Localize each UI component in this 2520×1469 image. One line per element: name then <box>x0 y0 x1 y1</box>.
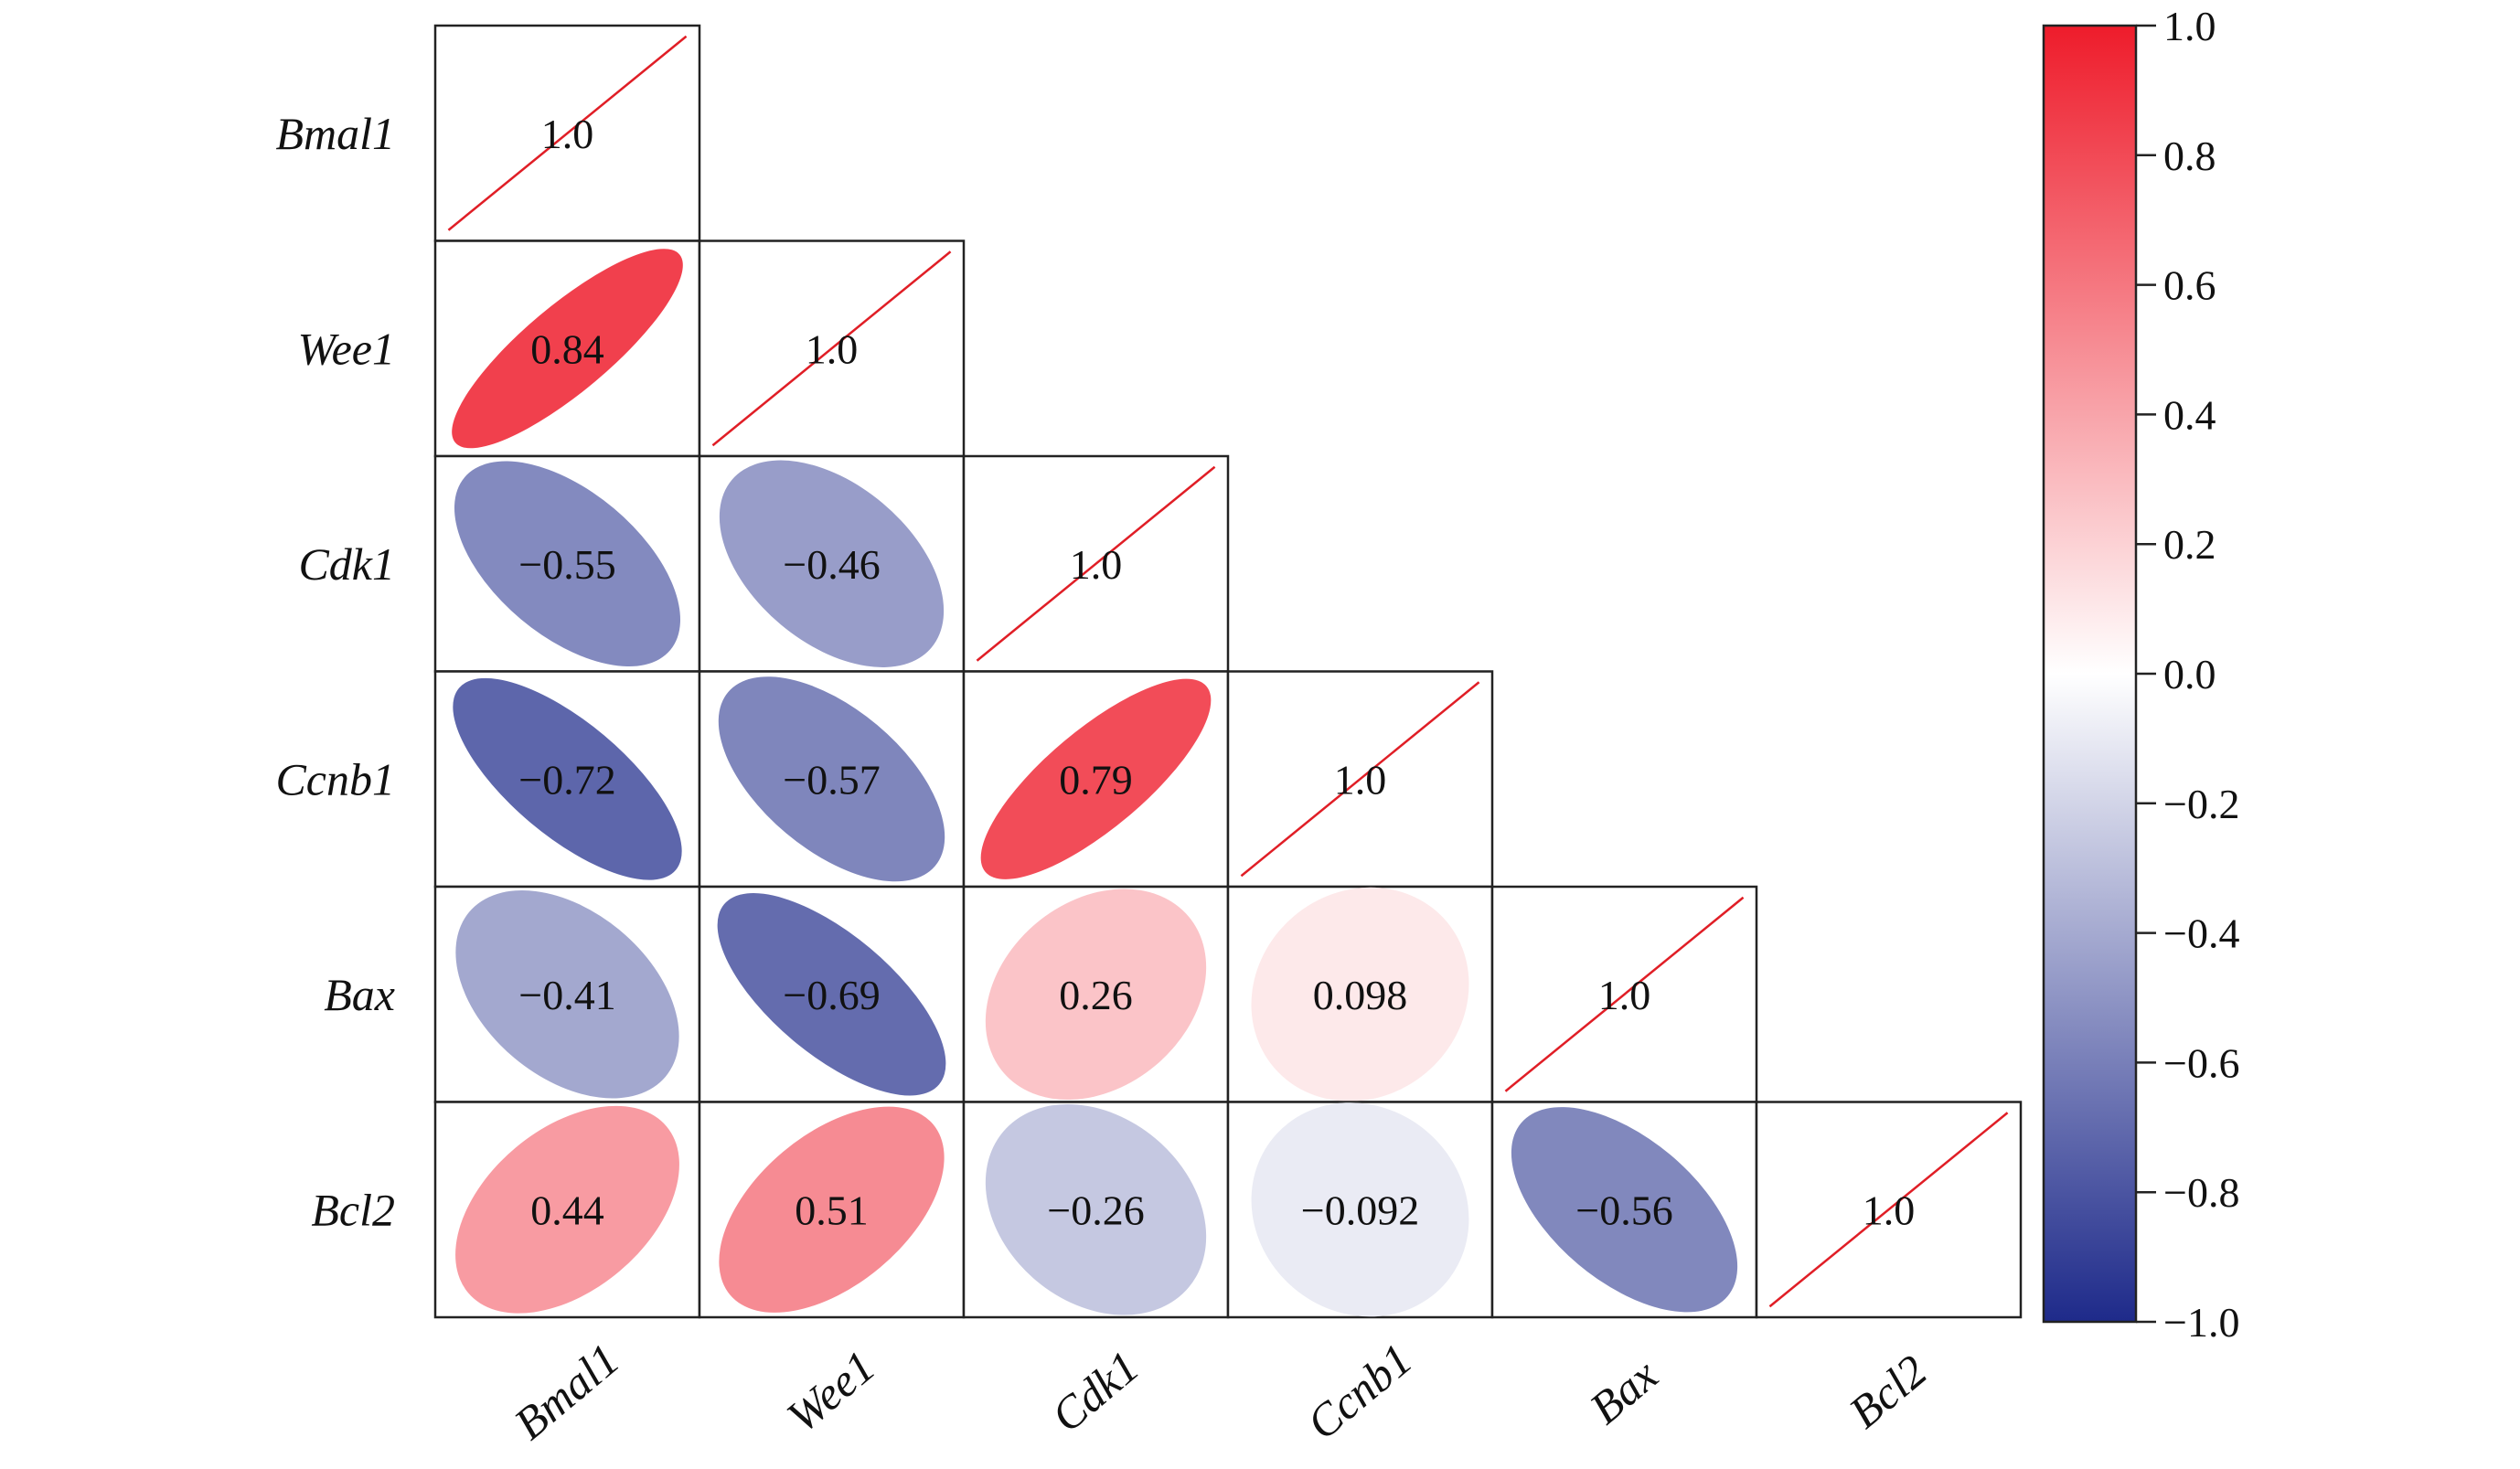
cell-Bax-Cdk1: 0.26 <box>962 885 1230 1103</box>
colorbar-tick-label: 1.0 <box>2163 3 2216 49</box>
correlation-ellipse <box>719 460 945 667</box>
correlation-ellipse <box>980 678 1212 879</box>
cell-Bax-Ccnb1: 0.098 <box>1226 885 1494 1103</box>
row-labels: Bmal1 Wee1 Cdk1 Ccnb1 Bax Bcl2 <box>275 108 395 1236</box>
correlation-value: −0.41 <box>518 972 615 1018</box>
colorbar-ticks: 1.0 0.8 0.6 0.4 0.2 0.0 −0.2 −0.4 −0.6 −0.8 −1.0 <box>2136 3 2239 1346</box>
correlation-matrix: 1.0 0.84 1.0 −0.55 −0.46 1.0 −0.72 −0.57 0.79 1.0… <box>433 24 2023 1319</box>
correlation-ellipse <box>454 461 681 666</box>
correlation-ellipse <box>718 676 945 882</box>
colorbar-gradient <box>2042 24 2138 1324</box>
colorbar-tick-label: 0.0 <box>2163 651 2216 697</box>
diagonal-line <box>1768 1112 2009 1308</box>
correlation-value: −0.56 <box>1575 1187 1672 1233</box>
cell-Wee1-Wee1: 1.0 <box>698 240 966 458</box>
correlation-value: 0.26 <box>1059 972 1133 1018</box>
row-label: Ccnb1 <box>275 753 395 804</box>
correlation-ellipse <box>1251 1102 1469 1317</box>
cell-Bcl2-Bax: −0.56 <box>1490 1101 1758 1319</box>
cell-Bax-Bmal1: −0.41 <box>433 885 701 1103</box>
cell-Ccnb1-Wee1: −0.57 <box>698 670 966 889</box>
correlation-ellipse <box>985 889 1207 1101</box>
correlation-value: 1.0 <box>1070 541 1123 588</box>
correlation-value: 1.0 <box>1863 1187 1916 1233</box>
correlation-value: 0.51 <box>795 1187 869 1233</box>
correlation-value: 0.098 <box>1313 972 1408 1018</box>
correlation-value: −0.72 <box>518 756 615 803</box>
correlation-value: 1.0 <box>806 325 859 372</box>
cell-Ccnb1-Ccnb1: 1.0 <box>1226 670 1494 889</box>
colorbar-tick-label: 0.8 <box>2163 133 2216 179</box>
correlation-ellipse <box>455 1105 679 1314</box>
column-label: Bmal1 <box>505 1334 629 1450</box>
correlation-value: −0.26 <box>1047 1187 1144 1233</box>
correlation-value: −0.55 <box>518 541 615 588</box>
diagonal-line <box>447 35 688 231</box>
cell-Bcl2-Cdk1: −0.26 <box>962 1101 1230 1319</box>
correlation-value: 0.84 <box>530 325 604 372</box>
diagonal-line <box>711 250 952 447</box>
colorbar-tick-label: −0.8 <box>2163 1169 2239 1216</box>
correlation-ellipse <box>1511 1107 1738 1313</box>
correlation-ellipse <box>719 1106 945 1313</box>
cell-Ccnb1-Bmal1: −0.72 <box>433 670 701 889</box>
colorbar-tick-label: 0.4 <box>2163 391 2216 438</box>
diagonal-line <box>1504 896 1745 1092</box>
correlation-value: 1.0 <box>1598 972 1651 1018</box>
correlation-value: −0.69 <box>783 972 880 1018</box>
cell-Bax-Bax: 1.0 <box>1490 885 1758 1103</box>
colorbar-tick-label: 0.6 <box>2163 262 2216 309</box>
row-label: Cdk1 <box>298 538 395 590</box>
column-label: Wee1 <box>777 1340 885 1442</box>
cell-Ccnb1-Cdk1: 0.79 <box>962 670 1230 889</box>
correlation-value: 1.0 <box>1334 756 1387 803</box>
diagonal-line <box>1240 681 1480 878</box>
correlation-ellipse <box>453 677 682 880</box>
row-label: Bcl2 <box>311 1184 395 1235</box>
colorbar-tick-label: −0.4 <box>2163 910 2239 957</box>
colorbar-tick-label: −0.2 <box>2163 781 2239 827</box>
cell-Bcl2-Wee1: 0.51 <box>698 1101 966 1319</box>
column-labels: Bmal1 Wee1 Cdk1 Ccnb1 Bax Bcl2 <box>505 1334 1937 1450</box>
correlation-value: 0.44 <box>530 1187 604 1233</box>
correlation-value: −0.46 <box>783 541 880 588</box>
cell-Cdk1-Bmal1: −0.55 <box>433 454 701 673</box>
diagonal-line <box>976 465 1216 662</box>
correlation-value: −0.092 <box>1301 1187 1419 1233</box>
row-label: Wee1 <box>298 323 395 374</box>
column-label: Bcl2 <box>1839 1345 1936 1438</box>
correlation-ellipse <box>985 1103 1207 1315</box>
cell-Wee1-Bmal1: 0.84 <box>433 240 701 458</box>
colorbar-tick-label: −0.6 <box>2163 1039 2239 1086</box>
column-label: Cdk1 <box>1041 1341 1148 1442</box>
row-label: Bmal1 <box>275 108 395 159</box>
cell-Bmal1-Bmal1: 1.0 <box>433 24 701 242</box>
cell-Bcl2-Bmal1: 0.44 <box>433 1101 701 1319</box>
cell-Bax-Wee1: −0.69 <box>698 885 966 1103</box>
cell-Cdk1-Wee1: −0.46 <box>698 454 966 673</box>
correlation-ellipse <box>717 893 946 1096</box>
cell-Bcl2-Ccnb1: −0.092 <box>1226 1101 1494 1319</box>
colorbar-tick-label: −1.0 <box>2163 1299 2239 1346</box>
correlation-value: −0.57 <box>783 756 880 803</box>
column-label: Ccnb1 <box>1297 1334 1422 1450</box>
correlation-value: 1.0 <box>541 111 594 157</box>
colorbar-tick-label: 0.2 <box>2163 521 2216 568</box>
correlation-ellipse <box>1251 887 1469 1102</box>
colorbar: 1.0 0.8 0.6 0.4 0.2 0.0 −0.2 −0.4 −0.6 −0.8 −1.0 <box>2042 3 2239 1346</box>
cell-Bcl2-Bcl2: 1.0 <box>1755 1101 2023 1319</box>
correlation-ellipse <box>452 249 683 449</box>
correlation-ellipse <box>455 890 679 1099</box>
correlation-value: 0.79 <box>1059 756 1133 803</box>
cell-Cdk1-Cdk1: 1.0 <box>962 454 1230 673</box>
column-label: Bax <box>1580 1349 1668 1434</box>
row-label: Bax <box>324 969 395 1020</box>
